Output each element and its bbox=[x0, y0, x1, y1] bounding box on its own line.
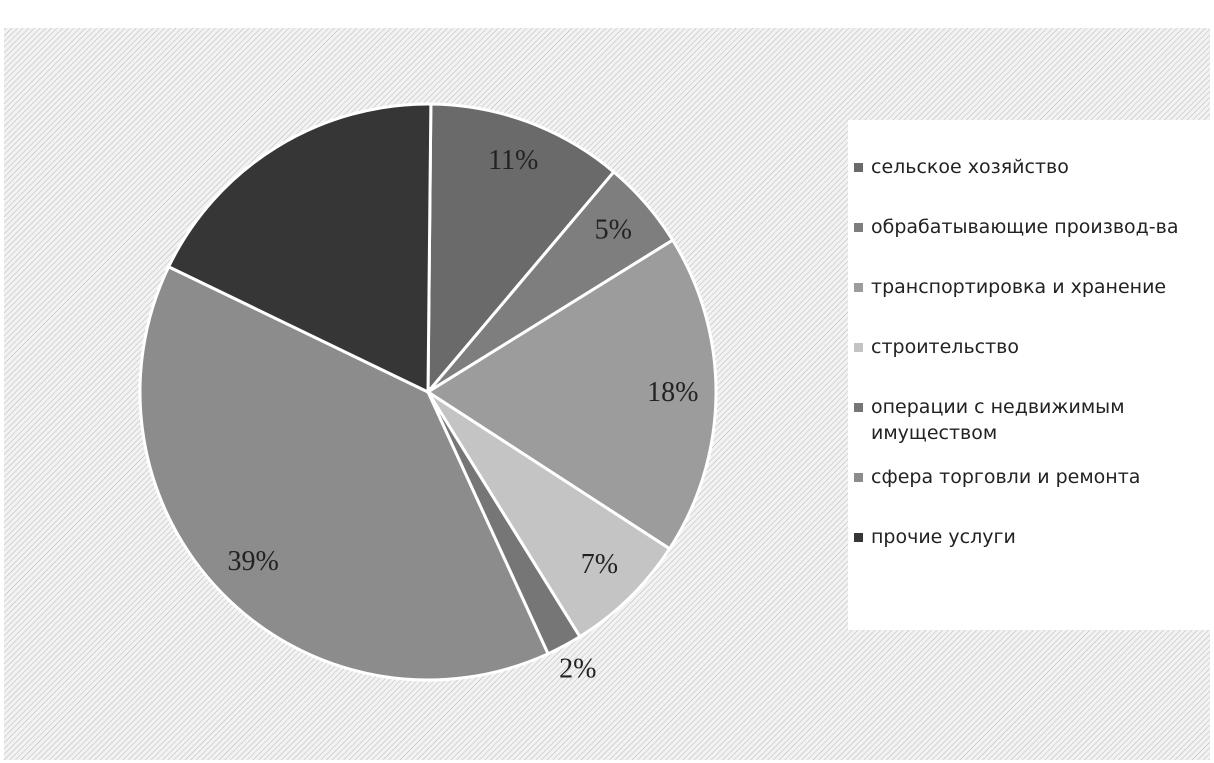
legend-item: сфера торговли и ремонта bbox=[854, 464, 1200, 490]
legend-label: обрабатывающие производ-ва bbox=[871, 216, 1179, 238]
slice-label: 39% bbox=[228, 546, 279, 577]
legend-swatch bbox=[854, 343, 863, 352]
legend-swatch bbox=[854, 473, 863, 482]
legend-item: прочие услуги bbox=[854, 524, 1200, 550]
pie-slice bbox=[426, 390, 672, 639]
legend-swatch bbox=[854, 223, 863, 232]
legend-label: сельское хозяйство bbox=[871, 156, 1069, 178]
pie-slice bbox=[426, 102, 616, 397]
slice-label: 18% bbox=[647, 377, 698, 408]
legend-label: сфера торговли и ремонта bbox=[871, 466, 1141, 488]
legend-label: прочие услуги bbox=[871, 526, 1016, 548]
legend-swatch bbox=[854, 533, 863, 542]
legend-swatch bbox=[854, 283, 863, 292]
slice-label: 7% bbox=[581, 549, 618, 580]
legend-item: сельское хозяйство bbox=[854, 154, 1200, 180]
legend-swatch bbox=[854, 403, 863, 412]
pie-slice bbox=[425, 238, 718, 551]
legend: сельское хозяйство обрабатывающие произво… bbox=[848, 120, 1210, 630]
slice-label: 5% bbox=[595, 214, 632, 245]
pie: 11% 5% 18% 7% 2% 39% bbox=[138, 102, 718, 685]
legend-item: строительство bbox=[854, 334, 1200, 360]
legend-item: транспортировка и хранение bbox=[854, 274, 1200, 300]
legend-swatch bbox=[854, 163, 863, 172]
legend-label: транспортировка и хранение bbox=[871, 276, 1167, 298]
legend-label: строительство bbox=[871, 336, 1019, 358]
legend-item: обрабатывающие производ-ва bbox=[854, 214, 1200, 240]
slice-label: 2% bbox=[559, 654, 596, 685]
pie-slice bbox=[138, 264, 551, 682]
legend-item: операции с недвижимым имуществом bbox=[854, 394, 1200, 446]
slice-label: 11% bbox=[488, 145, 538, 176]
pie-slice bbox=[166, 102, 433, 395]
legend-label: операции с недвижимым имуществом bbox=[871, 396, 1125, 444]
